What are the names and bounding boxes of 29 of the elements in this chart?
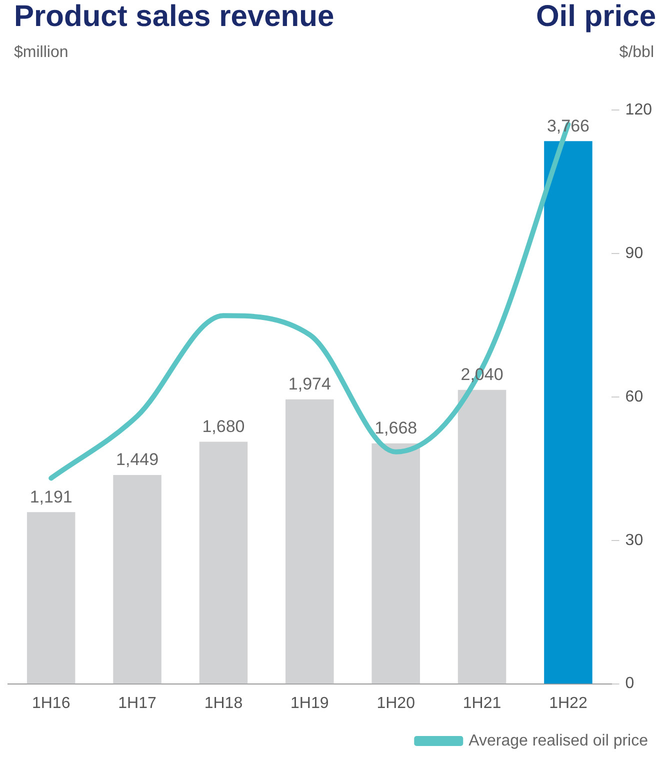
text: Oil price	[536, 0, 656, 34]
x-tick-label: 1H20	[376, 694, 416, 712]
x-tick-label: 1H19	[290, 694, 329, 712]
y2-tick-label: 60	[625, 388, 644, 406]
y2-axis-title: $/bbl	[619, 44, 654, 62]
x-tick-label: 1H22	[549, 694, 588, 712]
bar	[26, 512, 76, 684]
x-tick-label: 1H21	[462, 694, 502, 712]
bar	[544, 141, 592, 684]
y2-tick-label: 30	[625, 532, 644, 549]
y2-tick-label: 120	[625, 101, 652, 118]
y2-tick-label: 90	[625, 244, 644, 262]
bar	[199, 442, 248, 684]
bar	[372, 443, 420, 684]
legend-label: Average realised oil price	[468, 732, 648, 750]
y-axis-title: $million	[14, 44, 68, 62]
data-label: 1,668	[374, 418, 418, 438]
bar	[113, 474, 162, 684]
data-label: 1,974	[288, 374, 331, 394]
data-label: 1,449	[116, 450, 159, 470]
bar	[458, 390, 506, 684]
x-tick-label: 1H17	[118, 694, 157, 712]
x-tick-label: 1H16	[32, 694, 70, 712]
y2-tick-label: 0	[625, 675, 634, 692]
bar	[286, 399, 334, 684]
data-label: 1,680	[202, 416, 245, 436]
x-tick-label: 1H18	[204, 694, 243, 712]
chart-title: Product sales revenue	[14, 0, 334, 34]
data-label: 1,191	[30, 487, 72, 506]
